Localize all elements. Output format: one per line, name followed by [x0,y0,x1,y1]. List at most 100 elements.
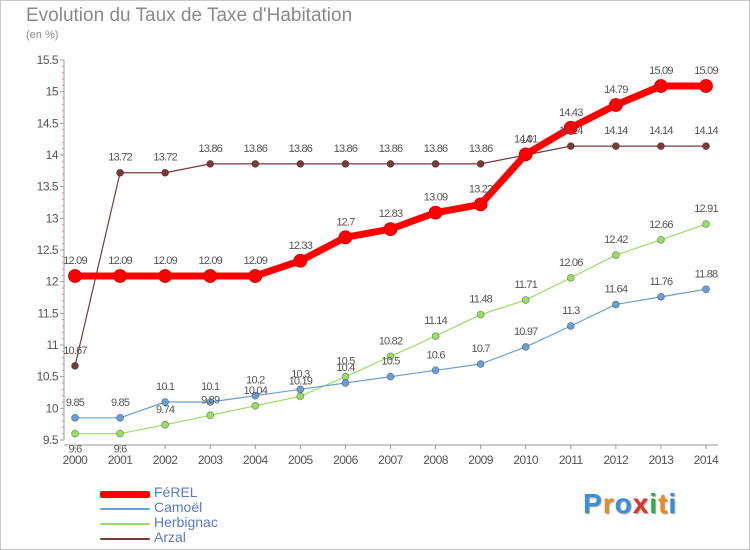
data-point-arzal [431,159,440,168]
data-point-arzal [657,142,665,151]
y-tick-label: 11 [47,338,59,352]
data-point-arzal [206,159,215,168]
legend-swatch [100,523,150,525]
data-point-arzal [476,159,485,168]
x-tick-label: 2013 [649,453,675,467]
data-point-ferel [158,269,173,283]
data-point-herbignac [251,401,260,410]
data-label-arzal: 13.72 [153,152,177,164]
data-label-arzal: 13.86 [198,143,222,155]
data-label-arzal: 13.86 [469,143,493,155]
data-point-herbignac [296,392,305,401]
data-label-ferel: 12.09 [153,255,177,267]
data-point-ferel [518,147,533,162]
data-label-ferel: 12.09 [108,255,132,267]
data-label-ferel: 13.22 [469,183,493,195]
data-point-camoel [341,379,350,387]
data-label-arzal: 14 [520,134,531,146]
data-label-herbignac: 9.6 [69,444,83,456]
data-label-herbignac: 9.89 [201,394,220,406]
logo-letter: i [649,488,659,519]
data-point-ferel [563,120,578,135]
data-label-ferel: 12.7 [336,216,355,228]
data-point-camoel [296,385,305,394]
data-point-herbignac [431,332,440,341]
data-label-herbignac: 10.5 [336,356,355,368]
data-label-camoel: 10.97 [514,326,538,338]
data-label-ferel: 14.43 [559,107,583,119]
legend-label: Camoël [154,499,203,515]
data-point-arzal [71,361,79,370]
data-label-herbignac: 11.48 [469,294,492,306]
data-point-camoel [161,398,170,406]
data-point-arzal [116,168,124,177]
data-point-camoel [251,391,260,400]
x-tick-label: 2012 [604,453,630,467]
data-label-herbignac: 10.04 [244,385,268,397]
data-point-camoel [71,413,79,422]
data-point-herbignac [476,310,485,319]
data-label-arzal: 14.14 [649,125,673,137]
data-labels: 12.09 12.09 12.09 12.09 12.09 12.33 12.7 12.83 1… [63,65,719,456]
data-point-arzal [341,159,350,168]
data-point-herbignac [521,296,530,304]
data-label-herbignac: 11.71 [514,279,537,291]
data-label-arzal: 13.86 [289,143,313,155]
x-tick-label: 2002 [153,453,179,467]
data-label-arzal: 13.72 [108,152,132,164]
data-point-ferel [699,79,713,93]
data-point-ferel [68,269,82,283]
data-label-ferel: 12.09 [198,255,222,267]
data-label-ferel: 14.79 [604,84,628,96]
legend-label: FéREL [154,484,198,500]
data-label-camoel: 11.76 [650,276,673,288]
data-label-herbignac: 10.19 [289,375,313,387]
data-label-arzal: 13.86 [334,143,358,155]
data-label-ferel: 12.09 [63,255,87,267]
data-label-arzal: 13.86 [424,143,448,155]
x-tick-label: 2004 [243,453,269,467]
data-point-herbignac [386,352,395,361]
y-tick-label: 11.5 [38,306,59,320]
x-tick-label: 2006 [333,453,359,467]
data-point-ferel [608,98,623,112]
data-label-ferel: 12.83 [379,208,403,220]
data-label-arzal: 14.14 [604,125,628,137]
data-label-arzal: 13.86 [244,143,268,155]
data-point-herbignac [71,429,79,438]
y-tick-label: 14.5 [37,116,59,130]
logo-letter: r [602,488,615,519]
y-tick-label: 10.5 [37,370,59,384]
data-label-camoel: 10.1 [201,381,220,393]
x-tick-label: 2000 [63,453,89,467]
series-layer [68,79,713,438]
data-label-ferel: 12.33 [289,240,313,252]
data-point-camoel [431,366,440,375]
x-tick-label: 2008 [423,453,449,467]
data-point-herbignac [611,251,620,259]
data-label-ferel: 14.01 [514,133,538,145]
data-point-camoel [206,398,215,406]
data-label-herbignac: 12.66 [649,219,673,231]
legend-swatch [100,490,150,498]
data-point-herbignac [702,220,710,228]
y-tick-label: 10 [46,401,59,415]
data-point-ferel [428,205,443,220]
logo-letter: P [583,488,603,519]
data-label-herbignac: 10.82 [379,335,403,347]
data-label-arzal: 14.14 [694,125,718,137]
data-label-camoel: 11.88 [695,268,718,280]
data-label-camoel: 10.7 [472,343,491,355]
series-line-ferel [75,82,706,280]
x-tick-label: 2005 [288,453,314,467]
x-tick-label: 2014 [694,453,720,467]
data-label-camoel: 10.5 [381,356,400,368]
y-tick-label: 9.5 [43,433,59,447]
legend-swatch [100,508,150,510]
data-label-arzal: 10.67 [63,345,87,357]
data-point-arzal [296,159,305,168]
data-point-ferel [248,269,263,283]
y-tick-label: 13.5 [37,180,59,194]
data-label-arzal: 14.14 [559,125,583,137]
